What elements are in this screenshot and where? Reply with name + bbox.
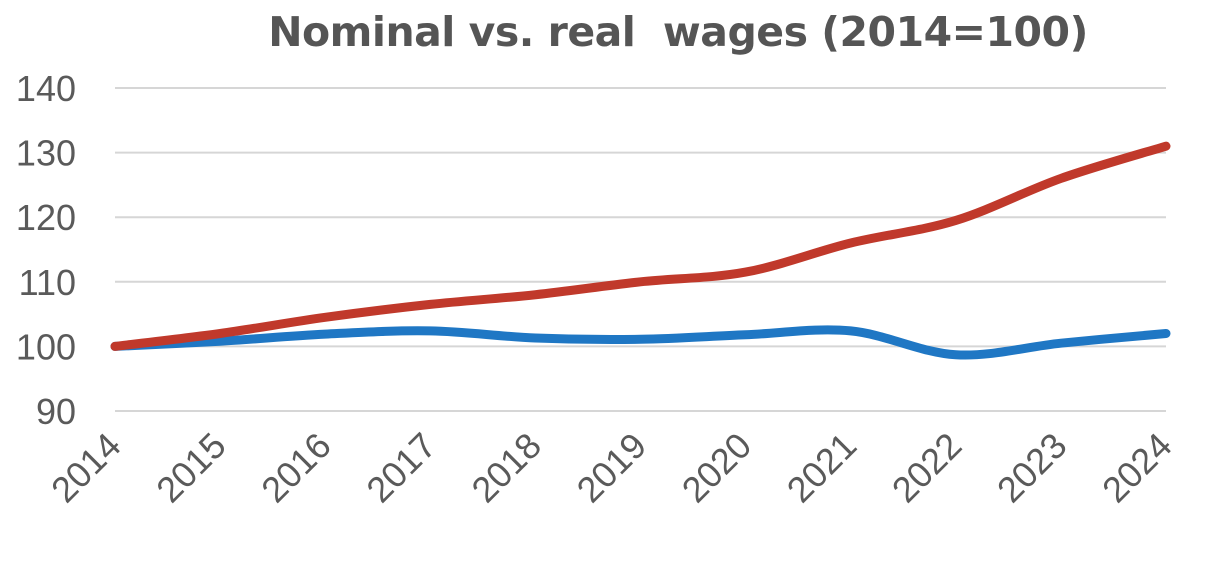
x-tick-label: 2020: [674, 425, 760, 511]
series-line-real-wages: [110, 325, 1171, 360]
x-tick-label: 2016: [253, 425, 339, 511]
x-tick-label: 2017: [358, 425, 444, 511]
y-tick-label: 100: [16, 326, 76, 367]
x-tick-label: 2021: [779, 425, 865, 511]
x-tick-label: 2018: [463, 425, 549, 511]
chart-title: Nominal vs. real wages (2014=100): [268, 8, 1088, 56]
x-axis-ticks: 2014 2015 2016 2017 2018 2019 2020 2021 2022 2023…: [43, 425, 1180, 511]
x-tick-label: 2014: [43, 425, 129, 511]
x-tick-label: 2023: [989, 425, 1075, 511]
y-axis-ticks: 90 100 110 120 130 140: [16, 68, 76, 432]
x-tick-label: 2024: [1094, 425, 1180, 511]
y-tick-label: 110: [19, 262, 76, 303]
y-tick-label: 130: [16, 133, 76, 174]
y-tick-label: 90: [36, 391, 76, 432]
y-tick-label: 120: [16, 197, 76, 238]
grid-layer: [115, 87, 1166, 412]
y-tick-label: 140: [16, 68, 76, 109]
x-tick-label: 2019: [569, 425, 655, 511]
series-layer: [110, 141, 1171, 360]
series-line-nominal-wages: [110, 141, 1171, 351]
x-tick-label: 2015: [148, 425, 234, 511]
x-tick-label: 2022: [884, 425, 970, 511]
